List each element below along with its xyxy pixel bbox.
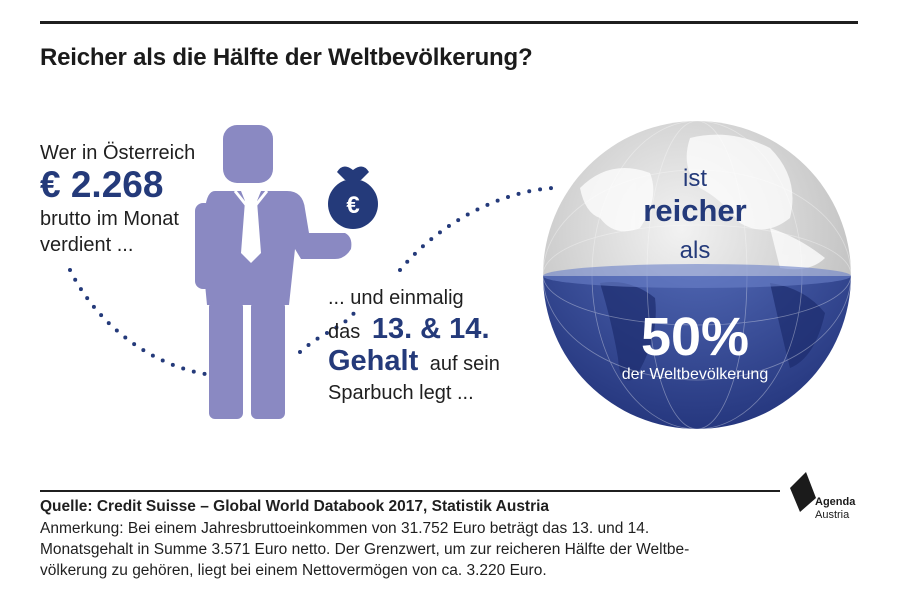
amount-value: € 2.268 <box>40 164 164 205</box>
dotted-line-left <box>68 268 224 378</box>
middle-line-1: ... und einmalig <box>328 287 464 309</box>
globe-subtitle: der Weltbevölkerung <box>621 366 769 383</box>
logo-text-austria: Austria <box>815 509 850 521</box>
page-title: Reicher als die Hälfte der Weltbevölkeru… <box>40 44 533 71</box>
globe-text-reicher: reicher <box>643 193 747 228</box>
note-line-3: völkerung zu gehören, liegt bei einem Ne… <box>40 562 547 579</box>
logo-text-agenda: Agenda <box>815 496 856 508</box>
middle-line-2: das 13. & 14. <box>328 313 490 346</box>
lead-line-1: Wer in Österreich <box>40 142 196 164</box>
globe-text-ist: ist <box>683 165 707 192</box>
source-line: Quelle: Credit Suisse – Global World Dat… <box>40 498 550 515</box>
note-line-1: Anmerkung: Bei einem Jahresbruttoeinkomm… <box>40 520 650 537</box>
bottom-rule <box>40 490 780 492</box>
note-line-2: Monatsgehalt in Summe 3.571 Euro netto. … <box>40 541 690 558</box>
middle-line-3-suffix: auf sein <box>424 353 500 375</box>
dotted-line-right <box>398 186 554 272</box>
middle-line-3: Gehalt auf sein <box>328 345 500 378</box>
middle-line-2-prefix: das <box>328 321 366 343</box>
salary-count: 13. & 14. <box>371 313 490 345</box>
globe-text-als: als <box>679 237 711 264</box>
money-bag-icon: € <box>328 166 378 229</box>
lead-line-3: brutto im Monat <box>40 208 179 230</box>
top-rule <box>40 21 858 24</box>
salary-word: Gehalt <box>328 345 419 377</box>
globe-icon <box>542 120 852 430</box>
person-icon <box>195 125 352 419</box>
euro-symbol: € <box>346 192 359 219</box>
agenda-austria-logo-icon <box>790 472 816 512</box>
lead-line-4: verdient ... <box>40 234 134 256</box>
middle-line-4: Sparbuch legt ... <box>328 382 474 404</box>
globe-percent: 50% <box>640 307 750 367</box>
